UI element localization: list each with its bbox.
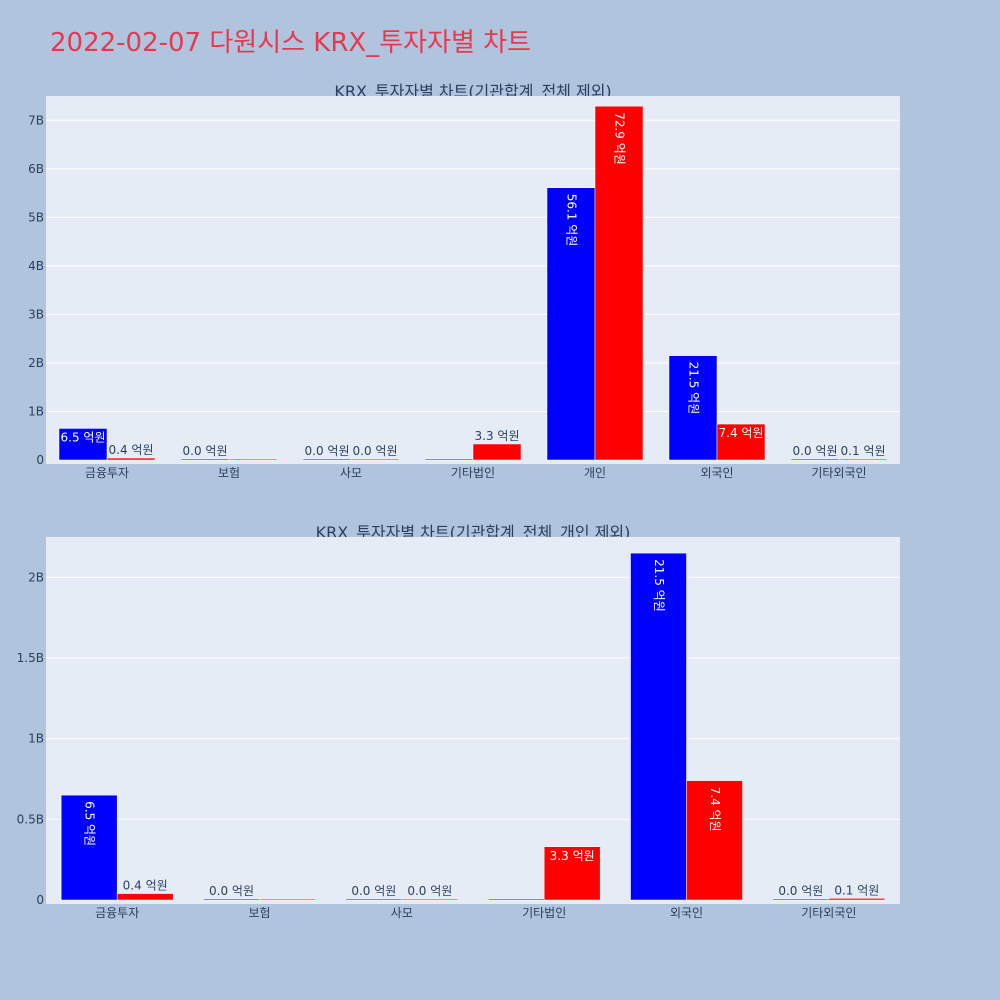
page-title: 2022-02-07 다원시스 KRX_투자자별 차트 bbox=[50, 28, 532, 58]
chart2-bar bbox=[259, 898, 316, 901]
chart2-x-tick-label: 기타법인 bbox=[522, 906, 566, 920]
chart1-bar bbox=[716, 423, 766, 461]
chart1-bar bbox=[472, 443, 522, 461]
chart1-data-label: 0.0 억원 bbox=[305, 444, 350, 458]
chart1-x-tick-label: 금융투자 bbox=[85, 466, 129, 480]
chart2-plot-area bbox=[46, 537, 900, 904]
chart1-y-tick-label: 7B bbox=[28, 113, 44, 127]
chart1-data-label: 0.0 억원 bbox=[793, 444, 838, 458]
chart1-y-tick-label: 3B bbox=[28, 307, 44, 321]
chart2-data-label: 0.1 억원 bbox=[834, 883, 879, 897]
chart1-bar bbox=[58, 428, 108, 461]
chart1-y-tick-label: 4B bbox=[28, 259, 44, 273]
chart2-bar bbox=[345, 898, 403, 901]
chart2-y-tick-label: 2B bbox=[28, 570, 44, 584]
chart1-data-label: 21.5 억원 bbox=[687, 362, 701, 415]
chart2-y-tick-label: 0.5B bbox=[17, 812, 44, 826]
chart2-bar bbox=[828, 898, 886, 901]
chart1-y-tick-label: 0 bbox=[36, 453, 44, 467]
chart1-bar bbox=[350, 458, 400, 461]
chart2-data-label: 0.4 억원 bbox=[123, 879, 168, 893]
chart1-bar bbox=[668, 355, 718, 461]
chart2-bar bbox=[60, 794, 118, 901]
chart1-bar bbox=[228, 458, 278, 461]
chart1-bar bbox=[546, 187, 596, 461]
chart1-y-tick-label: 5B bbox=[28, 210, 44, 224]
chart2-data-label: 0.0 억원 bbox=[351, 884, 396, 898]
chart1-bar bbox=[594, 105, 644, 461]
chart2-data-label: 6.5 억원 bbox=[83, 801, 97, 846]
chart1-y-tick-label: 6B bbox=[28, 162, 44, 176]
chart1-data-label: 0.4 억원 bbox=[109, 443, 154, 457]
chart1-x-tick-label: 개인 bbox=[584, 466, 606, 480]
chart1-x-tick-label: 기타법인 bbox=[451, 466, 495, 480]
chart1-plot-area bbox=[46, 96, 900, 464]
chart2-x-tick-label: 외국인 bbox=[670, 906, 703, 920]
chart1-x-tick-label: 보험 bbox=[218, 466, 240, 480]
chart2-data-label: 0.0 억원 bbox=[407, 884, 452, 898]
chart2-x-tick-label: 기타외국인 bbox=[801, 906, 856, 920]
chart2-bar bbox=[772, 898, 830, 901]
chart1-data-label: 56.1 억원 bbox=[565, 194, 579, 247]
chart1-data-label: 6.5 억원 bbox=[61, 430, 106, 444]
chart1-bar bbox=[106, 457, 156, 461]
chart2-x-tick-label: 금융투자 bbox=[95, 906, 139, 920]
chart1-x-tick-label: 외국인 bbox=[700, 466, 733, 480]
chart2-x-tick-label: 사모 bbox=[391, 906, 413, 920]
chart2-x-tick-label: 보험 bbox=[248, 906, 270, 920]
chart1-bar bbox=[838, 458, 888, 461]
chart1-data-label: 0.1 억원 bbox=[841, 444, 886, 458]
chart2-bar bbox=[543, 846, 601, 901]
chart2-y-tick-label: 1B bbox=[28, 732, 44, 746]
chart2-data-label: 3.3 억원 bbox=[550, 849, 595, 863]
chart2-y-tick-label: 0 bbox=[36, 893, 44, 907]
chart1-data-label: 7.4 억원 bbox=[719, 426, 764, 440]
chart1-y-tick-label: 2B bbox=[28, 356, 44, 370]
chart1-x-tick-label: 기타외국인 bbox=[811, 466, 866, 480]
chart1-y-tick-label: 1B bbox=[28, 404, 44, 418]
chart2-data-label: 0.0 억원 bbox=[209, 884, 254, 898]
chart1-data-label: 0.0 억원 bbox=[183, 444, 228, 458]
chart2-data-label: 21.5 억원 bbox=[652, 559, 666, 612]
chart1-data-label: 0.0 억원 bbox=[353, 444, 398, 458]
chart2-data-label: 7.4 억원 bbox=[708, 787, 722, 832]
chart2-y-tick-label: 1.5B bbox=[17, 651, 44, 665]
chart2-bar bbox=[487, 898, 545, 901]
chart1-x-tick-label: 사모 bbox=[340, 466, 362, 480]
chart1-data-label: 3.3 억원 bbox=[475, 429, 520, 443]
chart2-bar bbox=[401, 898, 459, 901]
chart2-bar bbox=[686, 780, 743, 901]
chart1-data-label: 72.9 억원 bbox=[613, 112, 627, 165]
chart2-bar bbox=[630, 552, 687, 901]
chart2-bar bbox=[203, 898, 260, 901]
chart2-data-label: 0.0 억원 bbox=[778, 884, 823, 898]
chart2-bar bbox=[116, 893, 174, 901]
